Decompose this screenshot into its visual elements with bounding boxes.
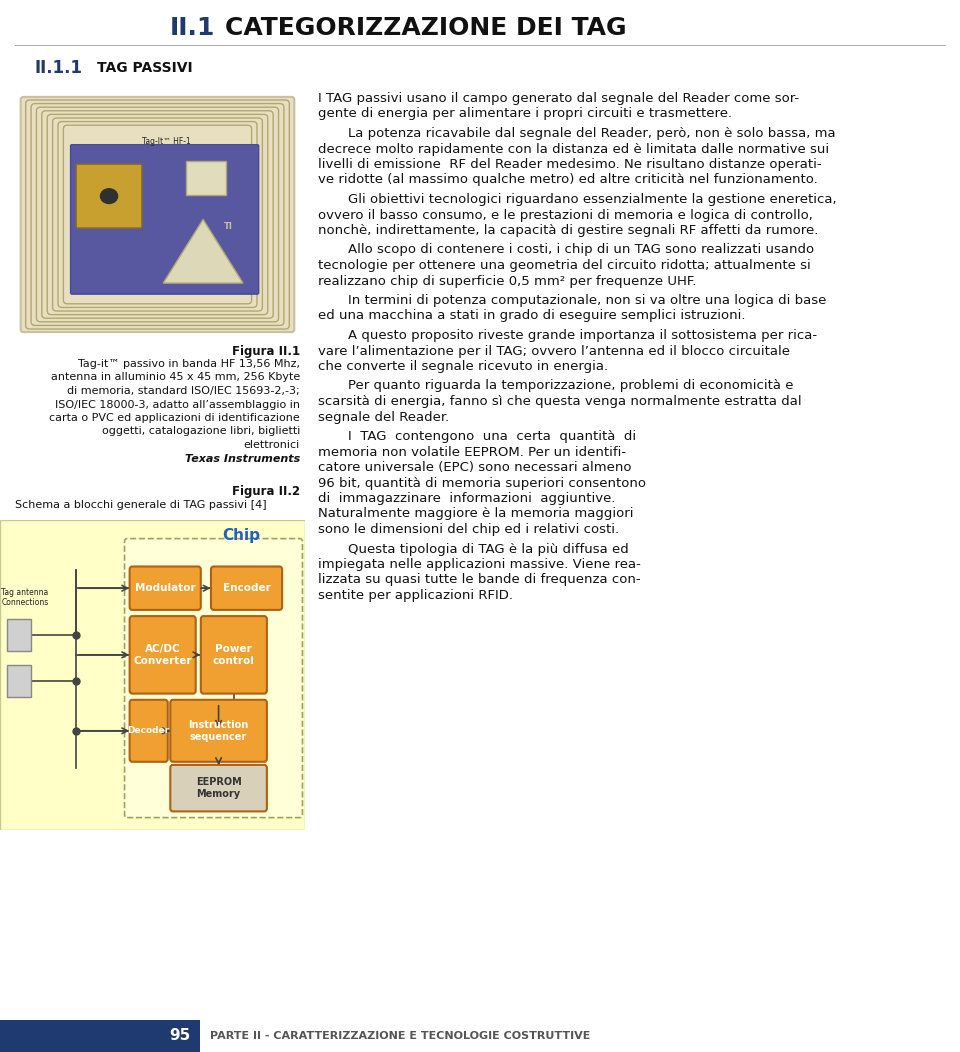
Text: II.1.1: II.1.1 xyxy=(35,59,83,77)
FancyBboxPatch shape xyxy=(201,616,267,693)
Text: carta o PVC ed applicazioni di identificazione: carta o PVC ed applicazioni di identific… xyxy=(49,413,300,423)
Text: AC/DC
Converter: AC/DC Converter xyxy=(133,644,192,666)
Text: Figura II.2: Figura II.2 xyxy=(232,485,300,498)
Text: Tag-It™ HF-1: Tag-It™ HF-1 xyxy=(142,137,190,145)
Text: che converte il segnale ricevuto in energia.: che converte il segnale ricevuto in ener… xyxy=(318,360,608,373)
Text: oggetti, catalogazione libri, biglietti: oggetti, catalogazione libri, biglietti xyxy=(102,426,300,437)
Text: lizzata su quasi tutte le bande di frequenza con-: lizzata su quasi tutte le bande di frequ… xyxy=(318,573,640,587)
Text: Encoder: Encoder xyxy=(223,583,271,593)
Text: livelli di emissione  RF del Reader medesimo. Ne risultano distanze operati-: livelli di emissione RF del Reader medes… xyxy=(318,158,822,171)
Text: sono le dimensioni del chip ed i relativi costi.: sono le dimensioni del chip ed i relativ… xyxy=(318,523,619,537)
Text: 96 bit, quantità di memoria superiori consentono: 96 bit, quantità di memoria superiori co… xyxy=(318,477,646,489)
Text: Figura II.1: Figura II.1 xyxy=(232,345,300,358)
Text: nonchè, indirettamente, la capacità di gestire segnali RF affetti da rumore.: nonchè, indirettamente, la capacità di g… xyxy=(318,224,818,237)
Text: segnale del Reader.: segnale del Reader. xyxy=(318,410,449,424)
FancyBboxPatch shape xyxy=(170,700,267,762)
Text: Decoder: Decoder xyxy=(128,726,170,735)
Text: decrece molto rapidamente con la distanza ed è limitata dalle normative sui: decrece molto rapidamente con la distanz… xyxy=(318,142,829,156)
FancyBboxPatch shape xyxy=(130,616,196,693)
Text: Chip: Chip xyxy=(223,528,260,543)
Text: Per quanto riguarda la temporizzazione, problemi di economicità e: Per quanto riguarda la temporizzazione, … xyxy=(348,380,794,392)
FancyBboxPatch shape xyxy=(0,520,305,830)
Text: Schema a blocchi generale di TAG passivi [4]: Schema a blocchi generale di TAG passivi… xyxy=(15,500,267,510)
FancyBboxPatch shape xyxy=(7,665,31,697)
Text: 95: 95 xyxy=(169,1029,190,1044)
Text: ed una macchina a stati in grado di eseguire semplici istruzioni.: ed una macchina a stati in grado di eseg… xyxy=(318,309,746,323)
Text: gente di energia per alimentare i propri circuiti e trasmettere.: gente di energia per alimentare i propri… xyxy=(318,107,732,121)
Text: La potenza ricavabile dal segnale del Reader, però, non è solo bassa, ma: La potenza ricavabile dal segnale del Re… xyxy=(348,127,835,140)
Text: elettronici: elettronici xyxy=(244,440,300,450)
Bar xyxy=(186,161,226,195)
Text: Texas Instruments: Texas Instruments xyxy=(184,453,300,464)
Text: antenna in alluminio 45 x 45 mm, 256 Kbyte: antenna in alluminio 45 x 45 mm, 256 Kby… xyxy=(51,372,300,383)
Text: di  immagazzinare  informazioni  aggiuntive.: di immagazzinare informazioni aggiuntive… xyxy=(318,492,615,505)
Text: A questo proposito riveste grande importanza il sottosistema per rica-: A questo proposito riveste grande import… xyxy=(348,329,817,342)
Text: catore universale (EPC) sono necessari almeno: catore universale (EPC) sono necessari a… xyxy=(318,461,632,474)
Text: ovvero il basso consumo, e le prestazioni di memoria e logica di controllo,: ovvero il basso consumo, e le prestazion… xyxy=(318,208,813,222)
Text: tecnologie per ottenere una geometria del circuito ridotta; attualmente si: tecnologie per ottenere una geometria de… xyxy=(318,259,811,272)
Text: sentite per applicazioni RFID.: sentite per applicazioni RFID. xyxy=(318,589,513,602)
Polygon shape xyxy=(163,220,243,283)
Text: Naturalmente maggiore è la memoria maggiori: Naturalmente maggiore è la memoria maggi… xyxy=(318,507,634,521)
Text: I TAG passivi usano il campo generato dal segnale del Reader come sor-: I TAG passivi usano il campo generato da… xyxy=(318,92,799,105)
Text: In termini di potenza computazionale, non si va oltre una logica di base: In termini di potenza computazionale, no… xyxy=(348,294,827,307)
Text: memoria non volatile EEPROM. Per un identifi-: memoria non volatile EEPROM. Per un iden… xyxy=(318,445,626,459)
Text: di memoria, standard ISO/IEC 15693-2,-3;: di memoria, standard ISO/IEC 15693-2,-3; xyxy=(67,386,300,396)
FancyBboxPatch shape xyxy=(130,566,201,610)
Text: I  TAG  contengono  una  certa  quantità  di: I TAG contengono una certa quantità di xyxy=(348,430,636,443)
Text: Tag antenna
Connections: Tag antenna Connections xyxy=(1,588,49,607)
FancyBboxPatch shape xyxy=(170,765,267,811)
FancyBboxPatch shape xyxy=(76,164,142,228)
FancyBboxPatch shape xyxy=(130,700,168,762)
Text: CATEGORIZZAZIONE DEI TAG: CATEGORIZZAZIONE DEI TAG xyxy=(225,16,627,40)
Text: II.1: II.1 xyxy=(170,16,215,40)
Bar xyxy=(0,1020,200,1052)
Text: Gli obiettivi tecnologici riguardano essenzialmente la gestione eneretica,: Gli obiettivi tecnologici riguardano ess… xyxy=(348,193,836,206)
Text: realizzano chip di superficie 0,5 mm² per frequenze UHF.: realizzano chip di superficie 0,5 mm² pe… xyxy=(318,275,696,287)
Circle shape xyxy=(101,188,118,203)
Text: TAG PASSIVI: TAG PASSIVI xyxy=(97,61,193,75)
Text: ISO/IEC 18000-3, adatto all’assemblaggio in: ISO/IEC 18000-3, adatto all’assemblaggio… xyxy=(55,400,300,409)
Text: TI: TI xyxy=(225,222,233,231)
FancyBboxPatch shape xyxy=(125,539,302,817)
Text: PARTE II - CARATTERIZZAZIONE E TECNOLOGIE COSTRUTTIVE: PARTE II - CARATTERIZZAZIONE E TECNOLOGI… xyxy=(210,1031,590,1041)
Text: ve ridotte (al massimo qualche metro) ed altre criticità nel funzionamento.: ve ridotte (al massimo qualche metro) ed… xyxy=(318,174,818,186)
Text: impiegata nelle applicazioni massive. Viene rea-: impiegata nelle applicazioni massive. Vi… xyxy=(318,558,641,571)
Text: Tag-it™ passivo in banda HF 13,56 Mhz,: Tag-it™ passivo in banda HF 13,56 Mhz, xyxy=(78,359,300,369)
Text: vare l’alimentazione per il TAG; ovvero l’antenna ed il blocco circuitale: vare l’alimentazione per il TAG; ovvero … xyxy=(318,344,790,358)
Text: Allo scopo di contenere i costi, i chip di un TAG sono realizzati usando: Allo scopo di contenere i costi, i chip … xyxy=(348,243,814,257)
FancyBboxPatch shape xyxy=(7,619,31,651)
Text: Instruction
sequencer: Instruction sequencer xyxy=(188,720,249,742)
FancyBboxPatch shape xyxy=(211,566,282,610)
Text: Questa tipologia di TAG è la più diffusa ed: Questa tipologia di TAG è la più diffusa… xyxy=(348,543,629,555)
Text: EEPROM
Memory: EEPROM Memory xyxy=(196,777,242,798)
FancyBboxPatch shape xyxy=(21,97,295,332)
Text: Modulator: Modulator xyxy=(135,583,196,593)
Text: Power
control: Power control xyxy=(213,644,254,666)
Text: scarsità di energia, fanno sì che questa venga normalmente estratta dal: scarsità di energia, fanno sì che questa… xyxy=(318,394,802,408)
FancyBboxPatch shape xyxy=(71,145,258,295)
